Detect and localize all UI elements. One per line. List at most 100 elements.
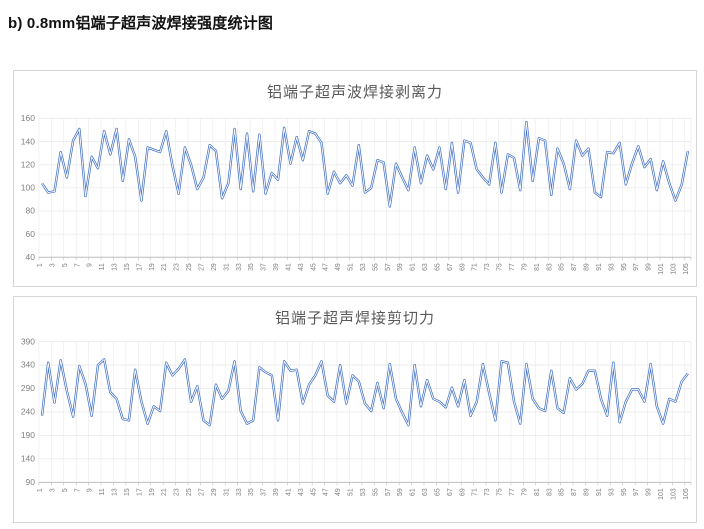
svg-text:93: 93 [608, 263, 615, 271]
svg-text:90: 90 [26, 477, 36, 487]
svg-text:27: 27 [198, 263, 205, 271]
svg-text:73: 73 [484, 263, 491, 271]
svg-text:89: 89 [584, 263, 591, 271]
svg-text:33: 33 [236, 488, 243, 496]
svg-text:105: 105 [683, 488, 690, 500]
svg-text:39: 39 [273, 263, 280, 271]
svg-text:99: 99 [646, 488, 653, 496]
svg-text:40: 40 [26, 252, 36, 262]
svg-text:99: 99 [646, 263, 653, 271]
svg-text:61: 61 [410, 488, 417, 496]
svg-text:19: 19 [149, 263, 156, 271]
svg-text:77: 77 [509, 488, 516, 496]
peel-force-chart: 40 60 80 100 120 140 160 1 3 5 7 9 11 13 15 17 19 21 23 25 2… [13, 70, 697, 287]
svg-text:105: 105 [683, 263, 690, 275]
svg-text:63: 63 [422, 488, 429, 496]
svg-text:3: 3 [49, 488, 56, 492]
svg-text:43: 43 [298, 263, 305, 271]
svg-text:79: 79 [521, 263, 528, 271]
svg-text:95: 95 [621, 263, 628, 271]
svg-text:13: 13 [112, 263, 119, 271]
svg-text:15: 15 [124, 488, 131, 496]
svg-text:39: 39 [273, 488, 280, 496]
svg-text:61: 61 [410, 263, 417, 271]
svg-text:85: 85 [559, 488, 566, 496]
svg-text:25: 25 [186, 488, 193, 496]
svg-text:7: 7 [74, 488, 81, 492]
svg-text:100: 100 [21, 183, 35, 193]
svg-text:120: 120 [21, 159, 35, 169]
svg-text:60: 60 [26, 229, 36, 239]
svg-text:65: 65 [434, 488, 441, 496]
svg-text:69: 69 [459, 488, 466, 496]
svg-text:91: 91 [596, 488, 603, 496]
svg-text:21: 21 [161, 263, 168, 271]
svg-text:7: 7 [74, 263, 81, 267]
svg-text:80: 80 [26, 206, 36, 216]
svg-text:53: 53 [360, 263, 367, 271]
svg-text:1: 1 [37, 488, 44, 492]
svg-text:160: 160 [21, 113, 35, 123]
svg-text:59: 59 [397, 263, 404, 271]
svg-text:31: 31 [223, 488, 230, 496]
svg-text:31: 31 [223, 263, 230, 271]
svg-text:17: 17 [136, 488, 143, 496]
svg-text:45: 45 [310, 263, 317, 271]
svg-text:290: 290 [21, 383, 35, 393]
svg-text:35: 35 [248, 488, 255, 496]
svg-text:140: 140 [21, 454, 35, 464]
svg-text:85: 85 [559, 263, 566, 271]
svg-text:13: 13 [112, 488, 119, 496]
svg-text:11: 11 [99, 488, 106, 495]
svg-text:19: 19 [149, 488, 156, 496]
svg-text:240: 240 [21, 407, 35, 417]
svg-text:11: 11 [99, 263, 106, 270]
svg-text:59: 59 [397, 488, 404, 496]
svg-text:190: 190 [21, 430, 35, 440]
svg-text:75: 75 [497, 488, 504, 496]
svg-text:55: 55 [372, 263, 379, 271]
svg-text:29: 29 [211, 263, 218, 271]
svg-text:97: 97 [633, 488, 640, 496]
svg-text:49: 49 [335, 263, 342, 271]
svg-text:87: 87 [571, 488, 578, 496]
svg-text:17: 17 [136, 263, 143, 271]
svg-text:49: 49 [335, 488, 342, 496]
svg-text:37: 37 [261, 488, 268, 496]
svg-text:53: 53 [360, 488, 367, 496]
svg-text:51: 51 [348, 488, 355, 496]
svg-text:27: 27 [198, 488, 205, 496]
svg-text:103: 103 [670, 488, 677, 500]
svg-text:47: 47 [323, 263, 330, 271]
svg-text:55: 55 [372, 488, 379, 496]
svg-text:101: 101 [658, 263, 665, 275]
svg-text:33: 33 [236, 263, 243, 271]
svg-text:63: 63 [422, 263, 429, 271]
svg-text:35: 35 [248, 263, 255, 271]
svg-text:29: 29 [211, 488, 218, 496]
svg-text:71: 71 [472, 263, 479, 271]
svg-text:81: 81 [534, 263, 541, 271]
svg-text:79: 79 [521, 488, 528, 496]
svg-text:65: 65 [434, 263, 441, 271]
svg-text:75: 75 [497, 263, 504, 271]
svg-text:83: 83 [546, 263, 553, 271]
svg-text:390: 390 [21, 336, 35, 346]
svg-text:91: 91 [596, 263, 603, 271]
svg-text:21: 21 [161, 488, 168, 496]
svg-text:93: 93 [608, 488, 615, 496]
svg-text:9: 9 [87, 488, 94, 492]
svg-text:71: 71 [472, 488, 479, 496]
svg-text:103: 103 [670, 263, 677, 275]
shear-force-chart: 90 140 190 240 290 340 390 1 3 5 7 9 11 13 15 17 19 21 23 2… [13, 296, 697, 523]
svg-text:67: 67 [447, 263, 454, 271]
svg-text:1: 1 [37, 263, 44, 267]
svg-text:97: 97 [633, 263, 640, 271]
svg-text:57: 57 [385, 488, 392, 496]
svg-text:43: 43 [298, 488, 305, 496]
svg-text:9: 9 [87, 263, 94, 267]
svg-text:83: 83 [546, 488, 553, 496]
svg-text:81: 81 [534, 488, 541, 496]
